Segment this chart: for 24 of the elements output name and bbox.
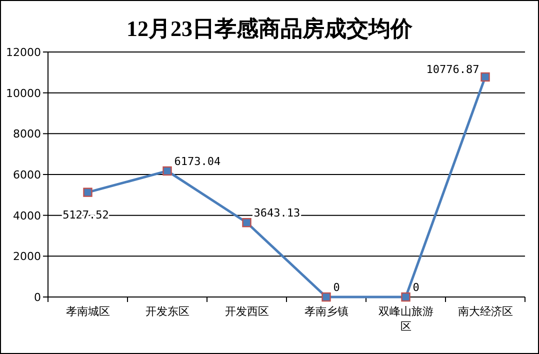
- data-label: 6173.04: [174, 154, 221, 168]
- point: [83, 188, 92, 197]
- point: [480, 72, 490, 82]
- y-tick-label: 0: [34, 291, 41, 304]
- x-tick-label: 开发东区: [145, 305, 190, 318]
- y-tick-label: 10000: [6, 86, 41, 100]
- x-tick-label: 孝南城区: [66, 305, 110, 318]
- point: [162, 166, 172, 176]
- chart-title: 12月23日孝感商品房成交均价: [126, 16, 414, 41]
- data-label: 10776.87: [426, 62, 480, 76]
- point: [322, 292, 331, 302]
- y-tick-label: 6000: [13, 168, 41, 182]
- y-tick-label: 8000: [13, 128, 41, 141]
- x-tick-label: 南大经济区: [458, 305, 513, 318]
- y-tick-label: 4000: [13, 209, 41, 222]
- point: [401, 292, 410, 302]
- data-label: 0: [333, 281, 340, 294]
- x-tick-label: 开发西区: [224, 305, 269, 318]
- x-tick-label: 双峰山旅游区: [378, 305, 434, 333]
- point: [242, 218, 252, 228]
- y-tick-label: 2000: [13, 250, 41, 264]
- x-tick-label: 孝南乡镇: [304, 305, 348, 318]
- data-label: 0: [412, 281, 420, 294]
- y-tick-label: 12000: [6, 46, 41, 59]
